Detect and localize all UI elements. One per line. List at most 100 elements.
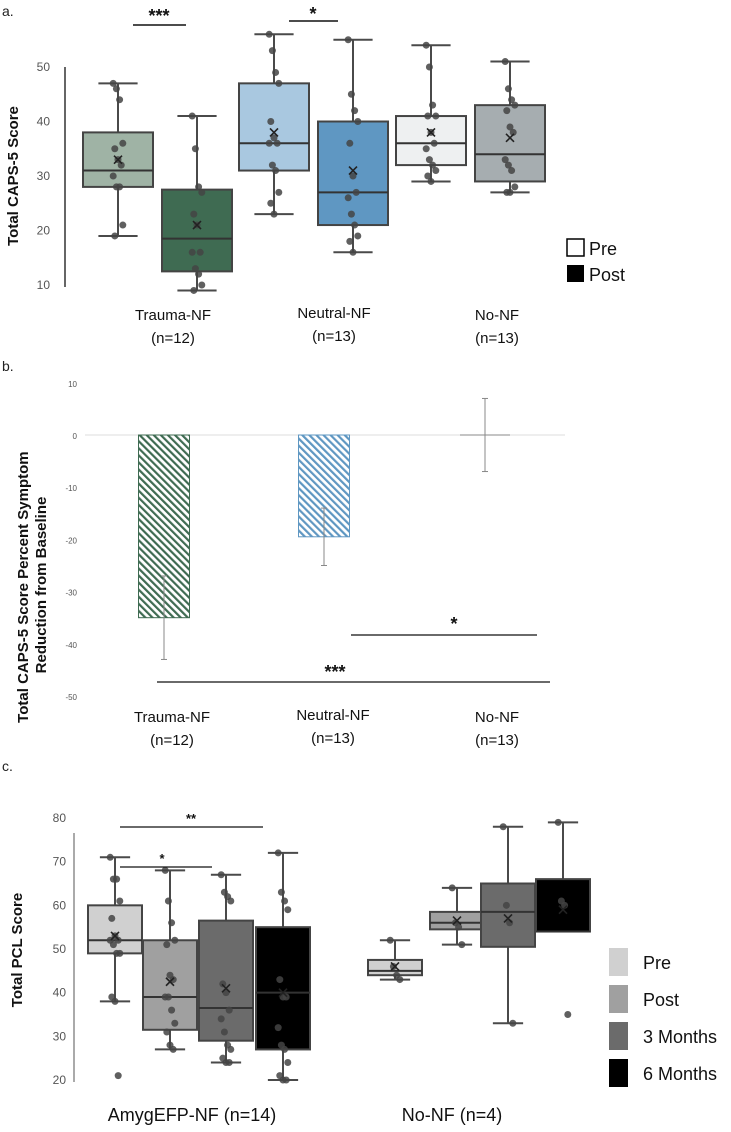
data-point: [455, 923, 463, 931]
y-tick-label: 40: [37, 115, 51, 129]
data-point: [351, 221, 359, 229]
data-point: [344, 194, 352, 202]
legend-label: 3 Months: [643, 1027, 717, 1047]
mean-marker: [113, 155, 123, 165]
y-tick-label: 30: [53, 1029, 67, 1043]
y-axis-title-line: Total CAPS-5 Score Percent Symptom: [15, 451, 32, 722]
bar-group-neutral-nf: [298, 434, 350, 566]
y-tick-label: 70: [53, 855, 67, 869]
data-point: [349, 172, 357, 180]
data-point: [276, 976, 284, 984]
data-point: [448, 884, 456, 892]
data-point: [163, 1028, 171, 1036]
box-no-nf-3-months: [480, 823, 536, 1027]
box-iqr: [255, 926, 311, 1051]
category-label: AmygEFP-NF (n=14): [108, 1105, 277, 1125]
data-point: [274, 1024, 282, 1032]
significance-label: *: [450, 614, 457, 634]
data-point: [349, 248, 357, 256]
category-n: (n=12): [150, 732, 194, 749]
data-point: [113, 875, 121, 883]
legend-swatch: [609, 948, 628, 976]
data-point: [217, 871, 225, 879]
data-point: [272, 167, 280, 175]
category-label: No-NF (n=4): [402, 1105, 503, 1125]
legend-label: 6 Months: [643, 1064, 717, 1084]
y-tick-label: 0: [73, 432, 78, 441]
box-iqr: [142, 939, 198, 1031]
data-point: [499, 823, 507, 831]
box-iqr: [161, 188, 233, 273]
data-point: [116, 949, 124, 957]
data-point: [275, 188, 283, 196]
box-neutral-nf-post: [317, 36, 389, 256]
data-point: [191, 145, 199, 153]
data-point: [119, 139, 127, 147]
data-point: [171, 936, 179, 944]
mean-marker: [278, 988, 288, 998]
data-point: [227, 1045, 235, 1053]
y-tick-label: 10: [68, 380, 77, 389]
data-point: [281, 897, 289, 905]
box-no-nf-post: [474, 58, 546, 196]
category-n: (n=13): [475, 330, 519, 347]
data-point: [114, 1072, 122, 1080]
data-point: [270, 210, 278, 218]
box-neutral-nf-pre: [238, 30, 310, 218]
data-point: [554, 818, 562, 826]
data-point: [190, 210, 198, 218]
y-tick-label: 10: [37, 278, 51, 292]
mean-marker: [348, 165, 358, 176]
data-point: [168, 1006, 176, 1014]
data-point: [429, 101, 437, 109]
box-no-nf-post: [429, 884, 485, 949]
data-point: [270, 134, 278, 142]
data-point: [422, 145, 430, 153]
data-point: [116, 96, 124, 104]
data-point: [281, 1045, 289, 1053]
y-axis-title-a: Total CAPS-5 Score: [5, 106, 22, 246]
significance-label: ***: [148, 6, 169, 26]
data-point: [282, 1076, 290, 1084]
data-point: [347, 210, 355, 218]
legend-swatch-post: [567, 265, 584, 282]
data-point: [225, 1006, 233, 1014]
data-point: [227, 897, 235, 905]
data-point: [502, 901, 510, 909]
y-axis-title-b: Total CAPS-5 Score Percent Symptom Reduc…: [15, 447, 50, 723]
data-point: [504, 85, 512, 93]
data-point: [111, 997, 119, 1005]
legend-swatch: [609, 1059, 628, 1087]
data-point: [108, 914, 116, 922]
significance-label: **: [186, 811, 197, 826]
data-point: [352, 188, 360, 196]
category-label: Neutral-NF: [297, 305, 370, 322]
legend-swatch: [609, 1022, 628, 1050]
y-tick-label: -40: [65, 641, 77, 650]
data-point: [198, 188, 206, 196]
data-point: [190, 286, 198, 294]
mean-marker: [558, 905, 568, 915]
box-amygefp-nf-3-months: [198, 871, 254, 1067]
data-point: [432, 112, 440, 120]
y-tick-label: 50: [37, 60, 51, 74]
box-iqr: [198, 919, 254, 1042]
data-point: [389, 962, 397, 970]
y-tick-label: 80: [53, 811, 67, 825]
mean-marker: [192, 220, 202, 230]
legend-swatch: [609, 985, 628, 1013]
data-point: [275, 79, 283, 87]
mean-marker: [110, 931, 120, 941]
data-point: [111, 145, 119, 153]
data-point: [511, 183, 519, 191]
legend-label: Post: [589, 265, 625, 285]
data-point: [344, 36, 352, 44]
significance-label: *: [309, 4, 316, 24]
data-point: [267, 199, 275, 207]
data-point: [119, 221, 127, 229]
legend-label: Pre: [643, 953, 671, 973]
data-point: [268, 161, 276, 169]
data-point: [196, 248, 204, 256]
data-point: [354, 118, 362, 125]
panel-b: b. Total CAPS-5 Score Percent Symptom Re…: [2, 358, 565, 749]
